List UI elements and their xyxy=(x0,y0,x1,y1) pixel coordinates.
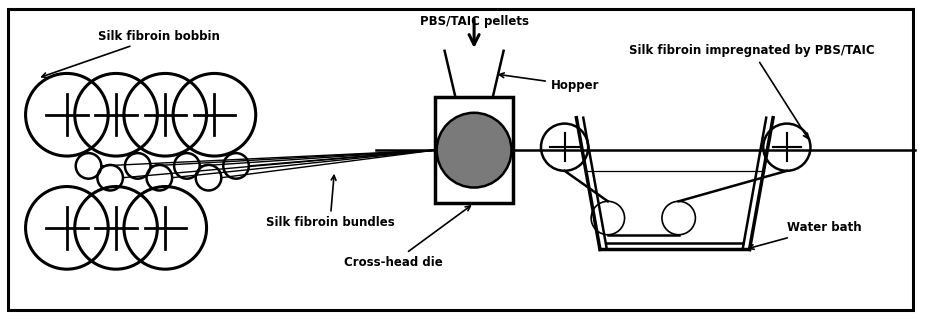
Text: Silk fibroin impregnated by PBS/TAIC: Silk fibroin impregnated by PBS/TAIC xyxy=(630,44,875,138)
Text: Silk fibroin bobbin: Silk fibroin bobbin xyxy=(42,30,220,78)
Text: Water bath: Water bath xyxy=(749,221,861,249)
Bar xyxy=(434,97,514,203)
Text: PBS/TAIC pellets: PBS/TAIC pellets xyxy=(419,15,529,28)
Text: Silk fibroin bundles: Silk fibroin bundles xyxy=(266,175,394,229)
Circle shape xyxy=(437,113,511,188)
Text: Hopper: Hopper xyxy=(499,73,599,92)
Text: Cross-head die: Cross-head die xyxy=(344,206,471,269)
